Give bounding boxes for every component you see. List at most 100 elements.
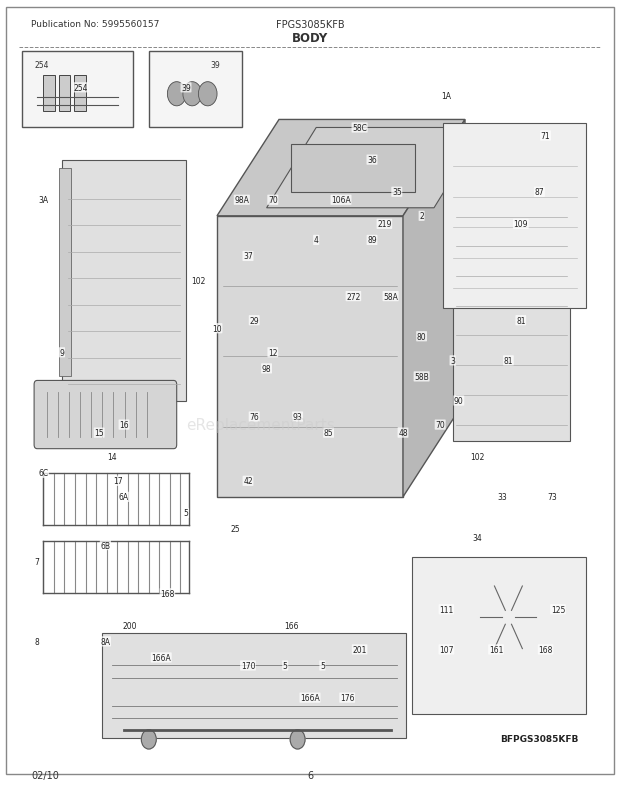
Text: 8: 8	[35, 637, 40, 646]
Text: 14: 14	[107, 452, 117, 462]
Text: 7: 7	[35, 557, 40, 566]
Text: 48: 48	[398, 428, 408, 438]
FancyBboxPatch shape	[149, 52, 242, 128]
Text: 70: 70	[268, 196, 278, 205]
Text: 16: 16	[119, 420, 129, 430]
Text: 89: 89	[367, 236, 377, 245]
Text: 102: 102	[191, 276, 206, 286]
Text: 58B: 58B	[414, 372, 429, 382]
Text: 4: 4	[314, 236, 319, 245]
Text: 201: 201	[352, 645, 367, 654]
Text: 168: 168	[160, 589, 175, 598]
Circle shape	[198, 83, 217, 107]
FancyBboxPatch shape	[412, 557, 586, 714]
Text: 219: 219	[377, 220, 392, 229]
Text: 176: 176	[340, 693, 355, 703]
Text: 10: 10	[212, 324, 222, 334]
Polygon shape	[59, 168, 71, 377]
Text: 80: 80	[417, 332, 427, 342]
Text: 1A: 1A	[441, 91, 451, 101]
Text: 111: 111	[440, 605, 453, 614]
Text: 166A: 166A	[151, 653, 171, 662]
Bar	[74, 76, 86, 112]
Text: 12: 12	[268, 348, 278, 358]
Text: 166A: 166A	[300, 693, 320, 703]
Text: 6A: 6A	[119, 492, 129, 502]
Text: 106A: 106A	[331, 196, 351, 205]
Text: 6C: 6C	[38, 468, 48, 478]
Polygon shape	[217, 120, 465, 217]
Text: 34: 34	[472, 533, 482, 542]
Circle shape	[290, 730, 305, 749]
Polygon shape	[453, 176, 570, 441]
Text: 109: 109	[513, 220, 528, 229]
Polygon shape	[217, 217, 403, 497]
Text: 272: 272	[346, 292, 361, 302]
Text: 161: 161	[489, 645, 503, 654]
FancyBboxPatch shape	[34, 381, 177, 449]
Text: 254: 254	[73, 83, 88, 93]
FancyBboxPatch shape	[102, 634, 406, 738]
Text: 90: 90	[454, 396, 464, 406]
Text: 25: 25	[231, 525, 241, 534]
Text: 73: 73	[547, 492, 557, 502]
Text: 102: 102	[470, 452, 485, 462]
Text: 02/10: 02/10	[31, 770, 59, 780]
Polygon shape	[403, 120, 465, 497]
Text: 87: 87	[534, 188, 544, 197]
Text: 58C: 58C	[352, 124, 367, 133]
Text: BFPGS3085KFB: BFPGS3085KFB	[500, 734, 578, 743]
Text: 6B: 6B	[100, 541, 110, 550]
Text: 33: 33	[497, 492, 507, 502]
Text: 168: 168	[538, 645, 553, 654]
FancyBboxPatch shape	[443, 124, 586, 309]
Text: 166: 166	[284, 621, 299, 630]
Text: 81: 81	[503, 356, 513, 366]
Text: 125: 125	[551, 605, 565, 614]
Circle shape	[167, 83, 186, 107]
Text: 5: 5	[320, 661, 325, 670]
Circle shape	[141, 730, 156, 749]
Text: 254: 254	[34, 61, 48, 70]
Polygon shape	[267, 128, 484, 209]
Text: 42: 42	[243, 476, 253, 486]
Text: 35: 35	[392, 188, 402, 197]
Text: 36: 36	[367, 156, 377, 165]
Text: 200: 200	[123, 621, 138, 630]
Text: eReplacementParts: eReplacementParts	[186, 418, 335, 432]
Text: 5: 5	[184, 508, 188, 518]
Text: 37: 37	[243, 252, 253, 261]
Text: 17: 17	[113, 476, 123, 486]
Text: FPGS3085KFB: FPGS3085KFB	[276, 20, 344, 30]
Text: BODY: BODY	[292, 32, 328, 45]
Text: 58A: 58A	[383, 292, 398, 302]
Bar	[59, 76, 70, 112]
Text: 85: 85	[324, 428, 334, 438]
Circle shape	[183, 83, 202, 107]
Text: 71: 71	[541, 132, 551, 141]
Text: 3: 3	[450, 356, 455, 366]
Text: 98: 98	[262, 364, 272, 374]
Text: 107: 107	[439, 645, 454, 654]
Bar	[43, 76, 55, 112]
Text: 70: 70	[435, 420, 445, 430]
Text: 2: 2	[419, 212, 424, 221]
Text: 76: 76	[249, 412, 259, 422]
Text: 81: 81	[516, 316, 526, 326]
Text: 5: 5	[283, 661, 288, 670]
Text: 3A: 3A	[38, 196, 48, 205]
Polygon shape	[62, 160, 186, 401]
Circle shape	[474, 573, 542, 662]
Text: Publication No: 5995560157: Publication No: 5995560157	[31, 20, 159, 29]
Bar	[291, 144, 415, 192]
FancyBboxPatch shape	[22, 52, 133, 128]
Text: 93: 93	[293, 412, 303, 422]
Text: 39: 39	[181, 83, 191, 93]
Text: 8A: 8A	[100, 637, 110, 646]
Text: 15: 15	[94, 428, 104, 438]
Text: 39: 39	[210, 61, 220, 70]
Text: 98A: 98A	[234, 196, 249, 205]
Text: 170: 170	[241, 661, 255, 670]
Text: 29: 29	[249, 316, 259, 326]
Text: 6: 6	[307, 770, 313, 780]
